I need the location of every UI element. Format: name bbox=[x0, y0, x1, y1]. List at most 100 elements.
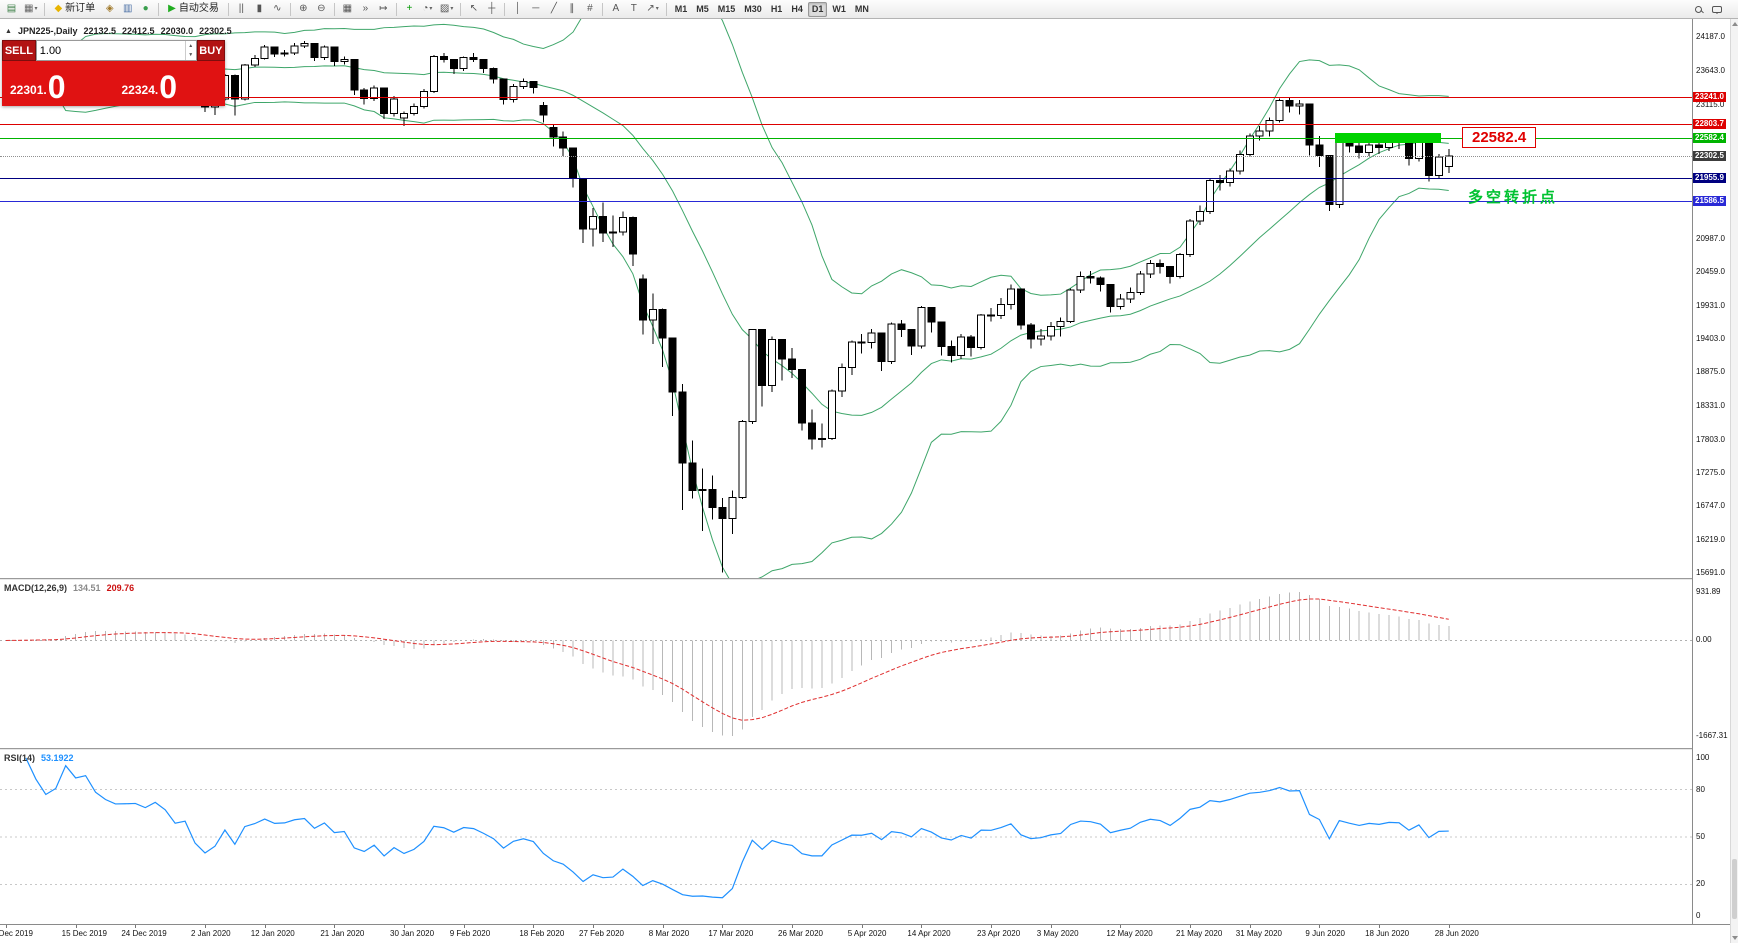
bar-chart-button[interactable]: || bbox=[233, 1, 250, 17]
volume-spinner: ▲ ▼ bbox=[184, 41, 196, 60]
candlestick-chart-button[interactable]: ▮ bbox=[251, 1, 268, 17]
volume-down-icon[interactable]: ▼ bbox=[188, 52, 194, 59]
auto-scroll-button[interactable]: » bbox=[357, 1, 374, 17]
line-chart-button[interactable]: ∿ bbox=[269, 1, 286, 17]
highlight-zone-object[interactable] bbox=[1335, 133, 1441, 144]
vertical-line-button[interactable]: │ bbox=[509, 1, 526, 17]
horizontal-line-21586.5[interactable] bbox=[0, 201, 1692, 203]
chat-button[interactable] bbox=[1708, 1, 1725, 17]
sell-button[interactable]: SELL bbox=[2, 40, 36, 61]
candle bbox=[579, 177, 588, 230]
search-button[interactable] bbox=[1690, 1, 1707, 17]
macd-axis-label: -1667.31 bbox=[1696, 731, 1728, 740]
candle bbox=[638, 278, 647, 321]
tile-windows-button[interactable]: ▦ bbox=[339, 1, 356, 17]
price-tick-label: 15691.0 bbox=[1696, 568, 1725, 577]
candle bbox=[380, 87, 389, 114]
timeframe-mn-button[interactable]: MN bbox=[851, 2, 873, 17]
timeframe-h4-button[interactable]: H4 bbox=[787, 2, 807, 17]
time-axis-tick bbox=[205, 925, 206, 928]
zoom-in-button[interactable]: ⊕ bbox=[295, 1, 312, 17]
panel-separator[interactable] bbox=[0, 748, 1738, 750]
timeframe-w1-button[interactable]: W1 bbox=[828, 2, 850, 17]
candle bbox=[1255, 130, 1264, 137]
buy-price[interactable]: 22324. 0 bbox=[114, 61, 226, 106]
macd-panel[interactable]: MACD(12,26,9) 134.51 209.76 bbox=[0, 580, 1692, 748]
horizontal-line-22302.5[interactable] bbox=[0, 155, 1692, 157]
price-big-digit: 0 bbox=[47, 69, 66, 105]
volume-input[interactable] bbox=[36, 41, 185, 60]
text-label-button[interactable]: T bbox=[625, 1, 642, 17]
chart-shift-button[interactable]: ↦ bbox=[375, 1, 392, 17]
new-chart-button[interactable]: ▤ bbox=[3, 1, 20, 17]
periods-icon: ◔ bbox=[422, 3, 429, 14]
candlestick-canvas[interactable] bbox=[0, 19, 1692, 578]
timeframe-d1-button[interactable]: D1 bbox=[807, 1, 828, 17]
horizontal-line-22803.7[interactable] bbox=[0, 124, 1692, 126]
templates-button[interactable]: ▨ ▾ bbox=[437, 1, 456, 17]
time-axis-label: 12 May 2020 bbox=[1106, 929, 1153, 938]
price-tick-label: 16219.0 bbox=[1696, 534, 1725, 544]
timeframe-h1-button[interactable]: H1 bbox=[767, 2, 787, 17]
timeframe-m15-button[interactable]: M15 bbox=[714, 2, 740, 17]
horizontal-line-23241[interactable] bbox=[0, 96, 1692, 98]
candle bbox=[987, 314, 996, 317]
macd-signal-line bbox=[5, 598, 1449, 721]
one-click-toggle-icon[interactable]: ▲ bbox=[5, 27, 12, 35]
price-badge: 21586.5 bbox=[1693, 196, 1726, 207]
cursor-button[interactable]: ↖ bbox=[465, 1, 482, 17]
horizontal-line-21955.9[interactable] bbox=[0, 177, 1692, 179]
expert-advisors-button[interactable]: ◈ bbox=[101, 1, 118, 17]
timeframe-m5-button[interactable]: M5 bbox=[692, 2, 713, 17]
time-axis-tick bbox=[722, 925, 724, 928]
candle bbox=[708, 489, 717, 509]
main-chart-panel[interactable]: ▲ JPN225-,Daily 22132.5 22412.5 22030.0 … bbox=[0, 19, 1692, 578]
scroll-up-icon[interactable] bbox=[1732, 22, 1738, 26]
profiles-button[interactable]: ▦ ▾ bbox=[21, 1, 40, 17]
time-axis[interactable]: 5 Dec 2019 15 Dec 2019 24 Dec 2019 2 Jan 20… bbox=[0, 924, 1738, 943]
candle bbox=[1444, 155, 1453, 168]
time-axis-label: 21 Jan 2020 bbox=[320, 929, 365, 938]
time-axis-tick bbox=[662, 925, 664, 928]
candle bbox=[499, 78, 508, 101]
time-axis-label: 31 May 2020 bbox=[1235, 929, 1283, 938]
candle bbox=[608, 231, 617, 234]
fibonacci-button[interactable]: # bbox=[581, 1, 598, 17]
arrows-button[interactable]: ↗ ▾ bbox=[643, 1, 661, 17]
candle bbox=[1235, 153, 1244, 172]
timeframe-m1-button[interactable]: M1 bbox=[671, 2, 692, 17]
data-window-button[interactable]: ▥ bbox=[119, 1, 136, 17]
timeframe-m30-button[interactable]: M30 bbox=[740, 2, 766, 17]
market-watch-button[interactable]: ● bbox=[137, 1, 154, 17]
macd-main-value: 134.51 bbox=[73, 583, 101, 593]
periods-button[interactable]: ◔ ▾ bbox=[419, 1, 436, 17]
price-callout-label[interactable]: 22582.4 bbox=[1462, 127, 1537, 149]
crosshair-button[interactable]: ┼ bbox=[483, 1, 500, 17]
new-order-button[interactable]: ◆ 新订单 bbox=[49, 1, 100, 17]
horizontal-line-22582.4[interactable] bbox=[0, 138, 1692, 140]
text-button[interactable]: A bbox=[607, 1, 624, 17]
bollinger-lower-line bbox=[45, 92, 1449, 578]
candle bbox=[658, 309, 667, 339]
horizontal-line-button[interactable]: ─ bbox=[527, 1, 544, 17]
buy-button[interactable]: BUY bbox=[196, 40, 225, 61]
price-axis[interactable]: 24187.0 23643.0 23115.0 20987.0 20459.0 19931… bbox=[1692, 19, 1730, 924]
candle bbox=[1116, 298, 1125, 308]
sell-price[interactable]: 22301. 0 bbox=[2, 61, 114, 106]
rsi-panel[interactable]: RSI(14) 53.1922 bbox=[0, 750, 1692, 924]
text-annotation[interactable]: 多空转折点 bbox=[1468, 189, 1559, 206]
candles-layer[interactable] bbox=[2, 41, 1453, 573]
macd-canvas bbox=[0, 592, 1692, 736]
equidistant-channel-button[interactable]: ∥ bbox=[563, 1, 580, 17]
candle bbox=[1375, 144, 1384, 148]
auto-trading-button[interactable]: ▶ 自动交易 bbox=[163, 1, 224, 17]
scrollbar-thumb[interactable] bbox=[1732, 859, 1737, 919]
add-indicator-button[interactable]: + bbox=[401, 1, 418, 17]
ohlc-open: 22132.5 bbox=[83, 26, 117, 36]
volume-up-icon[interactable]: ▲ bbox=[188, 42, 194, 49]
trendline-button[interactable]: ╱ bbox=[545, 1, 562, 17]
scroll-down-icon[interactable] bbox=[1732, 936, 1738, 940]
panel-separator[interactable] bbox=[0, 578, 1738, 580]
zoom-out-button[interactable]: ⊖ bbox=[313, 1, 330, 17]
new-order-label: 新订单 bbox=[65, 3, 96, 14]
